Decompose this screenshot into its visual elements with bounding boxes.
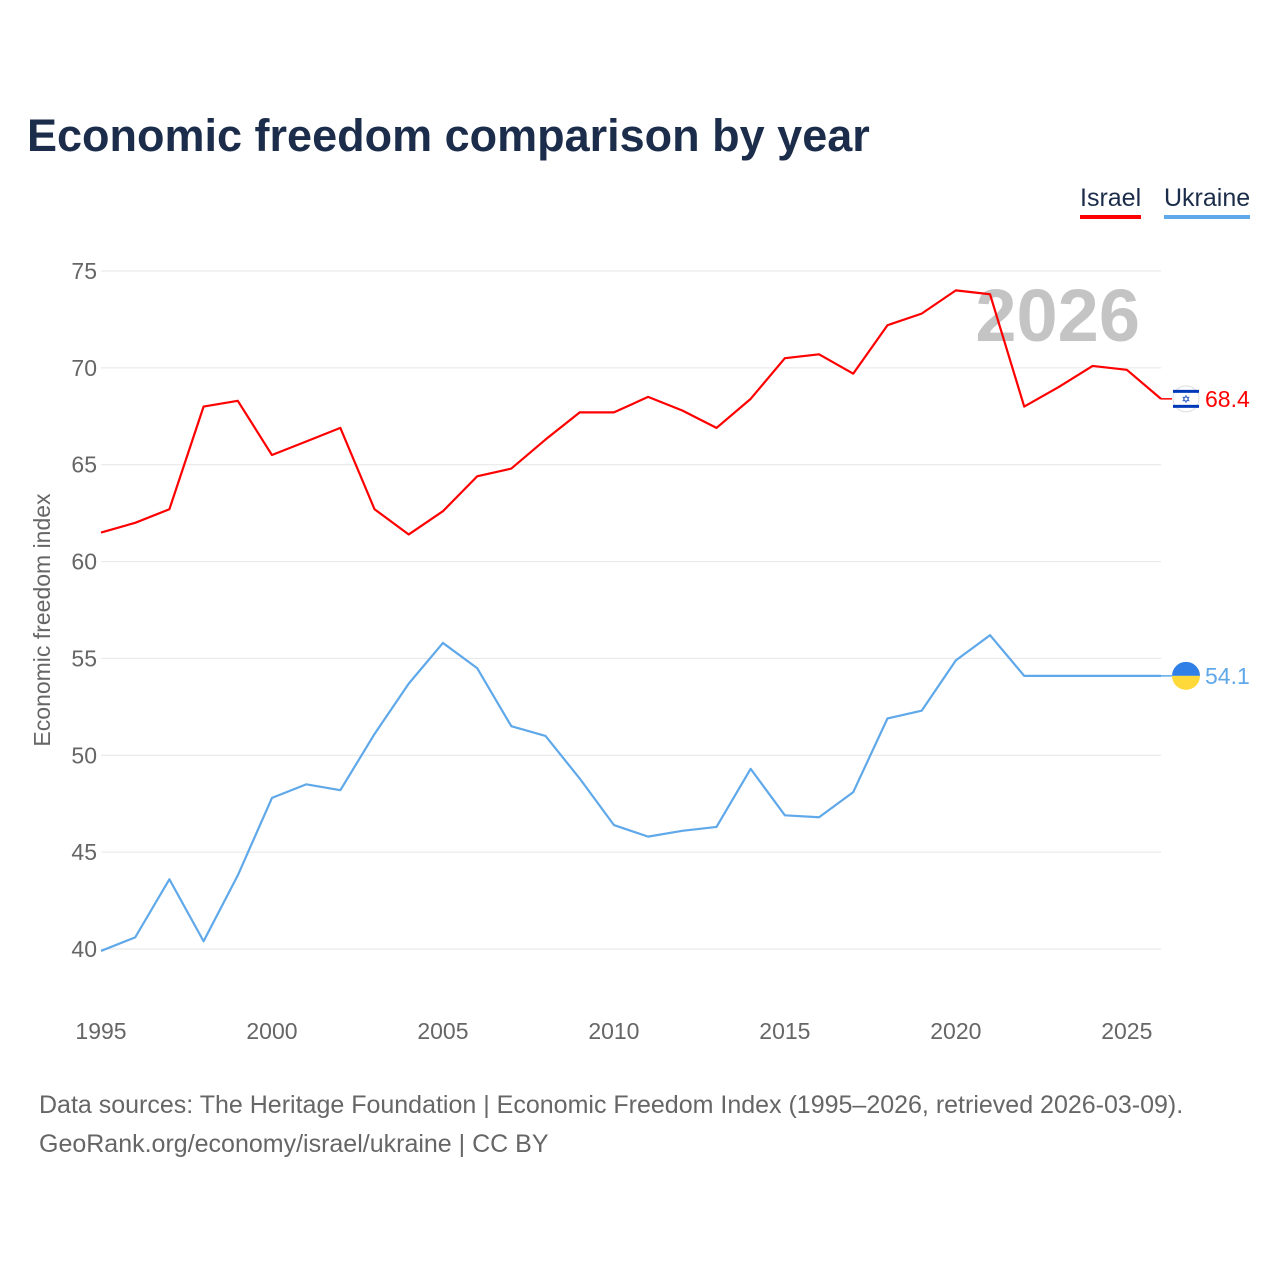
source-link[interactable]: GeoRank.org/economy/israel/ukraine | CC … — [39, 1130, 549, 1158]
chart-title: Economic freedom comparison by year — [27, 110, 870, 161]
ukraine-flag-icon-lower — [1172, 675, 1200, 690]
star-of-david-icon: ✡ — [1181, 394, 1190, 406]
series-line-israel — [100, 289, 1162, 536]
source-note: Data sources: The Heritage Foundation | … — [39, 1086, 1183, 1164]
y-tick-label: 50 — [71, 742, 97, 768]
end-value-label: 54.1 — [1205, 663, 1250, 689]
x-tick-label: 2025 — [1101, 1018, 1152, 1044]
end-value-label: 68.4 — [1205, 386, 1250, 412]
x-tick-label: 2000 — [246, 1018, 297, 1044]
x-tick-label: 2015 — [759, 1018, 810, 1044]
source-line: Data sources: The Heritage Foundation | … — [39, 1091, 1184, 1119]
x-tick-label: 2005 — [417, 1018, 468, 1044]
y-tick-label: 75 — [71, 258, 97, 284]
y-tick-label: 40 — [71, 936, 97, 962]
ukraine-flag-icon — [1172, 661, 1200, 676]
y-tick-label: 55 — [71, 645, 97, 671]
y-tick-label: 60 — [71, 549, 97, 575]
x-tick-label: 2020 — [930, 1018, 981, 1044]
y-tick-label: 70 — [71, 355, 97, 381]
series-line-ukraine — [100, 634, 1161, 952]
year-watermark: 2026 — [975, 274, 1140, 357]
flag-stripe — [1173, 389, 1199, 393]
y-tick-label: 65 — [71, 452, 97, 478]
y-axis-label: Economic freedom index — [29, 493, 55, 747]
flag-stripe — [1173, 404, 1199, 408]
x-tick-label: 1995 — [75, 1018, 126, 1044]
legend-ukraine[interactable]: Ukraine — [1164, 184, 1251, 219]
legend-israel[interactable]: Israel — [1080, 184, 1142, 219]
x-tick-label: 2010 — [588, 1018, 639, 1044]
line-chart: 40 45 50 55 60 65 70 75 1995 2000 2005 2010 2015 2020… — [29, 258, 1250, 1044]
y-tick-label: 45 — [71, 839, 97, 865]
